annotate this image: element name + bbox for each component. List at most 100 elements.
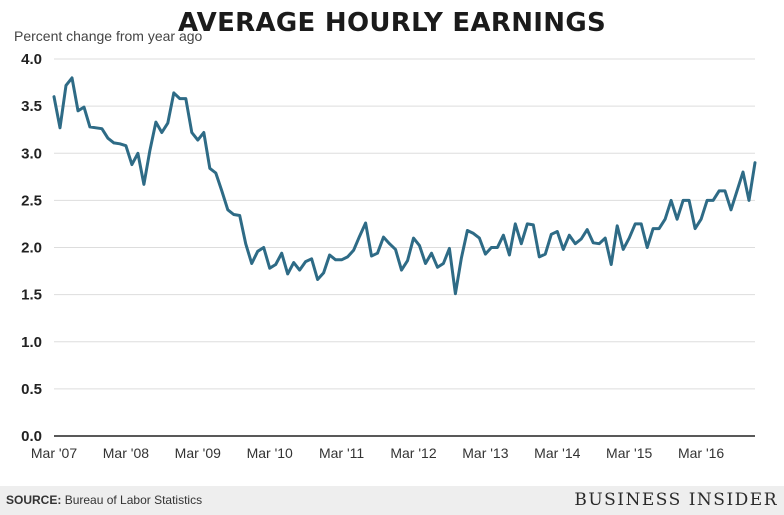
chart-title: AVERAGE HOURLY EARNINGS: [178, 8, 606, 38]
data-point: [747, 199, 751, 202]
data-point: [202, 131, 205, 134]
data-point: [328, 253, 331, 257]
y-tick-label: 1.5: [21, 287, 42, 304]
data-point: [598, 242, 601, 245]
x-tick-label: Mar '15: [606, 445, 652, 461]
x-tick-label: Mar '14: [534, 445, 580, 461]
data-point: [214, 171, 217, 175]
data-point: [154, 120, 158, 124]
data-point: [322, 271, 325, 275]
data-point: [244, 242, 247, 245]
source-label: SOURCE:: [6, 493, 62, 507]
y-tick-labels: 0.0 0.5 1.0 1.5 2.0 2.5 3.0 3.5 4.0: [21, 51, 42, 445]
data-point: [520, 242, 523, 245]
series-line: [52, 76, 757, 296]
data-point: [717, 189, 721, 193]
y-tick-label: 2.5: [21, 192, 42, 209]
y-tick-label: 0.5: [21, 381, 42, 398]
data-point: [466, 229, 469, 232]
y-tick-label: 3.0: [21, 145, 42, 162]
data-point: [136, 152, 140, 155]
x-tick-label: Mar '08: [103, 445, 149, 461]
data-point: [484, 252, 487, 256]
source-text: Bureau of Labor Statistics: [64, 493, 203, 507]
footer-bar: SOURCE: Bureau of Labor Statistics BUSIN…: [0, 486, 784, 515]
data-point: [490, 246, 493, 249]
data-point: [298, 268, 301, 272]
data-point: [112, 141, 116, 145]
data-point: [592, 241, 595, 244]
y-tick-label: 4.0: [21, 51, 42, 68]
data-point: [640, 222, 643, 226]
data-point: [699, 218, 703, 221]
data-point: [208, 167, 211, 170]
data-point: [460, 256, 463, 260]
data-point: [160, 131, 163, 134]
data-point: [508, 253, 511, 257]
data-point: [634, 222, 637, 226]
data-point: [256, 250, 259, 253]
data-point: [274, 263, 277, 266]
y-tick-label: 1.0: [21, 334, 42, 351]
data-point: [478, 236, 481, 240]
data-point: [406, 259, 409, 262]
data-point: [412, 236, 415, 240]
data-point: [424, 262, 427, 265]
data-point: [622, 248, 625, 251]
data-point: [178, 97, 181, 100]
data-point: [472, 232, 475, 235]
data-point: [370, 254, 373, 258]
data-point: [448, 247, 451, 250]
data-point: [358, 235, 361, 238]
data-point: [729, 208, 733, 211]
data-point: [124, 144, 128, 147]
data-point: [705, 199, 709, 202]
x-tick-label: Mar '09: [175, 445, 221, 461]
data-point: [196, 138, 199, 142]
data-point: [675, 218, 679, 221]
data-point: [172, 91, 175, 95]
data-point: [502, 234, 505, 237]
x-tick-label: Mar '11: [319, 445, 364, 461]
data-point: [418, 244, 421, 247]
data-point: [346, 255, 349, 259]
data-point: [220, 189, 223, 193]
data-point: [58, 126, 62, 129]
data-point: [382, 235, 385, 239]
data-point: [723, 189, 727, 193]
data-point: [166, 121, 169, 125]
x-tick-label: Mar '13: [462, 445, 508, 461]
data-point: [735, 189, 739, 193]
data-point: [70, 76, 74, 80]
line-chart: 0.00.51.01.52.02.53.03.54.0 Mar '07 Mar '…: [21, 51, 757, 461]
source-note: SOURCE: Bureau of Labor Statistics: [6, 493, 202, 507]
x-tick-label: Mar '10: [247, 445, 293, 461]
data-point: [232, 213, 235, 216]
data-point: [262, 246, 265, 249]
data-point: [646, 246, 649, 249]
data-point: [250, 262, 253, 265]
data-point: [52, 95, 56, 98]
data-point: [568, 234, 571, 237]
data-point: [544, 252, 547, 256]
data-point: [442, 262, 445, 265]
data-point: [148, 149, 152, 152]
data-point: [304, 260, 307, 263]
data-point: [430, 252, 433, 255]
data-point: [651, 227, 655, 230]
series-layer: [52, 76, 757, 296]
data-point: [238, 214, 241, 217]
data-point: [514, 222, 517, 226]
data-point: [687, 199, 691, 202]
data-point: [496, 246, 499, 249]
data-point: [454, 292, 457, 295]
data-point: [118, 142, 122, 145]
data-point: [340, 258, 343, 261]
data-point: [657, 227, 661, 230]
data-point: [394, 248, 397, 251]
data-point: [550, 233, 553, 236]
data-point: [388, 242, 391, 245]
data-point: [400, 268, 403, 272]
data-point: [681, 199, 685, 202]
data-point: [663, 218, 667, 221]
